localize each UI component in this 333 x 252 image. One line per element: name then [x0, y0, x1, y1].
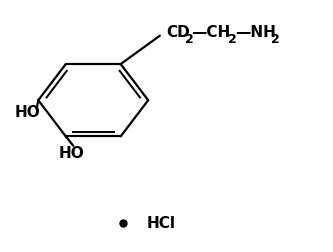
Text: —NH: —NH	[235, 25, 276, 40]
Text: 2: 2	[271, 33, 279, 46]
Text: CD: CD	[166, 25, 190, 40]
Text: —CH: —CH	[191, 25, 231, 40]
Text: HO: HO	[15, 105, 41, 120]
Text: HO: HO	[58, 145, 84, 160]
Text: 2: 2	[185, 33, 193, 46]
Text: 2: 2	[228, 33, 237, 46]
Text: HCl: HCl	[147, 215, 175, 231]
